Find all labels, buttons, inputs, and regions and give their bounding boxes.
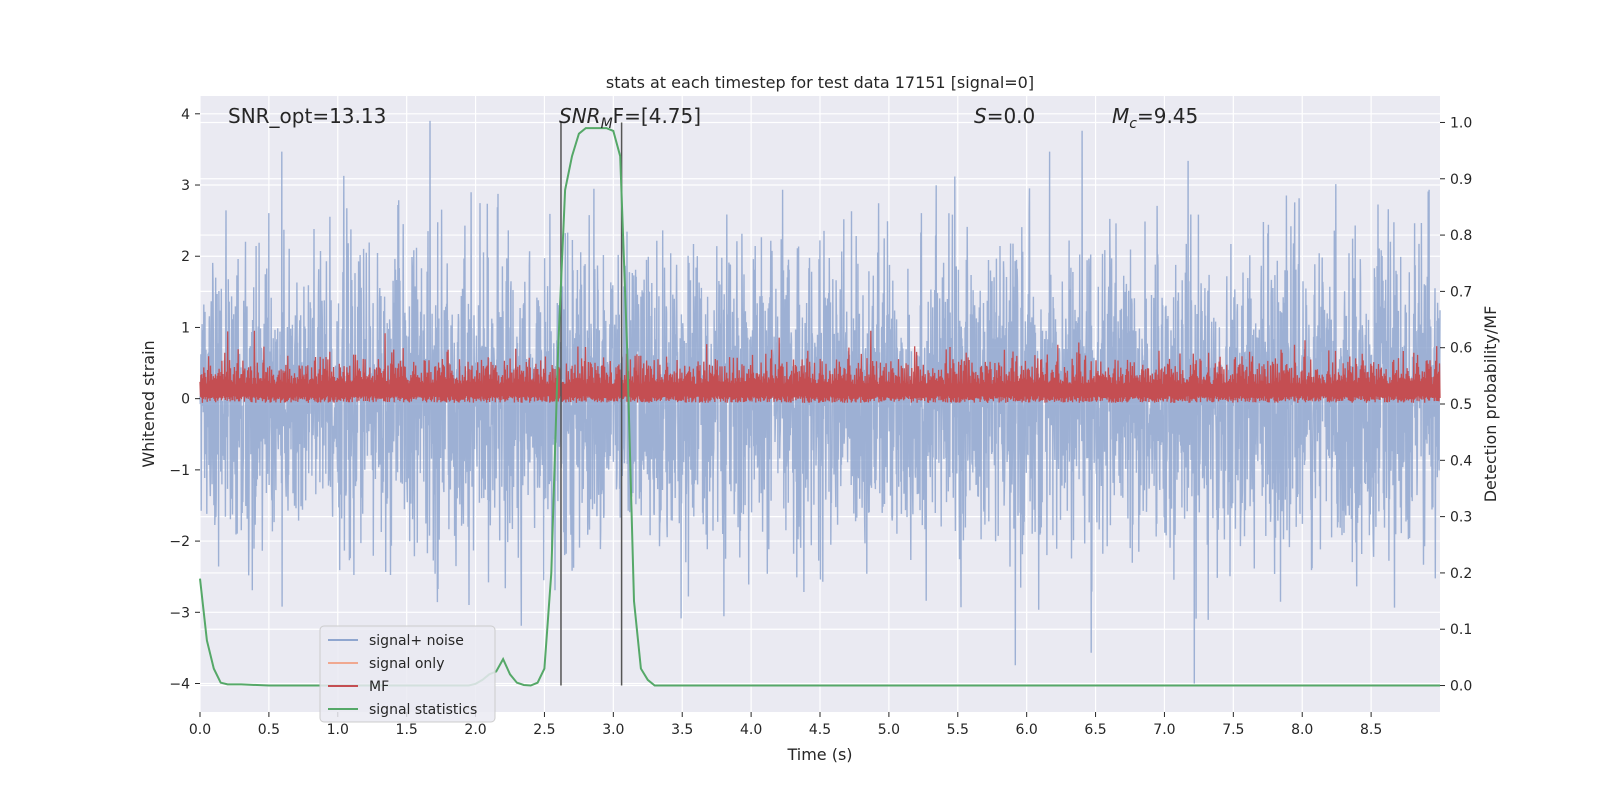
legend-label-signal-only: signal only	[369, 656, 444, 672]
legend-box	[319, 625, 496, 723]
x-tick-label: 7.5	[1222, 722, 1244, 738]
legend: signal+ noise signal only MF signal stat…	[319, 625, 496, 723]
y-tick-label: 2	[181, 249, 190, 265]
y-right-tick-label: 0.7	[1450, 284, 1472, 300]
y-right-tick-label: 0.0	[1450, 679, 1472, 695]
y-right-tick-label: 0.9	[1450, 172, 1472, 188]
x-tick-label: 6.5	[1084, 722, 1106, 738]
y-tick-label: 3	[181, 178, 190, 194]
x-tick-label: 7.0	[1153, 722, 1175, 738]
x-axis-label: Time (s)	[786, 745, 852, 764]
annotation-snr-mf: SNRMF=[4.75]	[559, 104, 701, 132]
x-tick-label: 8.0	[1291, 722, 1313, 738]
series-line-signal-statistics	[199, 127, 1440, 687]
y-right-tick-label: 0.6	[1450, 341, 1472, 357]
x-tick-label: 1.5	[396, 722, 418, 738]
legend-label-signal-statistics: signal statistics	[369, 702, 477, 718]
x-tick-labels: 0.0 0.5 1.0 1.5 2.0 2.5 3.0 3.5 4.0 4.5 5.0 5.5 6.0 6…	[189, 712, 1382, 738]
x-tick-label: 5.0	[878, 722, 900, 738]
x-tick-label: 2.0	[464, 722, 486, 738]
series-mf	[199, 330, 1441, 403]
y-tick-label: 1	[181, 320, 190, 336]
series-line-mf	[199, 330, 1441, 403]
x-tick-label: 4.0	[740, 722, 762, 738]
y-tick-label: −3	[169, 605, 190, 621]
y-tick-label: −1	[169, 463, 190, 479]
x-tick-label: 3.0	[602, 722, 624, 738]
annotation-s: S=0.0	[974, 104, 1035, 128]
y-tick-label: −2	[169, 534, 190, 550]
y-right-tick-label: 0.1	[1450, 622, 1472, 638]
y-tick-label: 4	[181, 107, 190, 123]
y-right-tick-label: 0.8	[1450, 228, 1472, 244]
x-tick-label: 2.5	[533, 722, 555, 738]
x-tick-label: 5.5	[947, 722, 969, 738]
y-right-axis-label: Detection probability/MF	[1481, 306, 1500, 503]
y-right-tick-label: 0.5	[1450, 397, 1472, 413]
y-tick-label: 0	[181, 392, 190, 408]
y-axis-label: Whitened strain	[139, 340, 158, 467]
annotation-snr-opt: SNR_opt=13.13	[228, 104, 386, 128]
chart-title: stats at each timestep for test data 171…	[606, 73, 1034, 92]
x-tick-label: 0.5	[258, 722, 280, 738]
x-tick-label: 1.0	[327, 722, 349, 738]
x-tick-label: 4.5	[809, 722, 831, 738]
y-right-tick-label: 0.2	[1450, 566, 1472, 582]
legend-label-mf: MF	[369, 679, 389, 695]
annotation-mc: Mc=9.45	[1112, 104, 1198, 132]
x-tick-label: 6.0	[1016, 722, 1038, 738]
y-right-tick-label: 0.3	[1450, 510, 1472, 526]
y-right-tick-label: 0.4	[1450, 453, 1472, 469]
x-tick-label: 8.5	[1360, 722, 1382, 738]
y-tick-label: −4	[169, 677, 190, 693]
y-right-tick-labels: 0.0 0.1 0.2 0.3 0.4 0.5 0.6 0.7 0.8 0.9 1.0	[1440, 115, 1472, 695]
x-tick-label: 0.0	[189, 722, 211, 738]
y-tick-labels: −4 −3 −2 −1 0 1 2 3 4	[169, 107, 200, 693]
y-right-tick-label: 1.0	[1450, 115, 1472, 131]
legend-label-signal-noise: signal+ noise	[369, 633, 464, 649]
x-tick-label: 3.5	[671, 722, 693, 738]
series-signal-statistics	[199, 127, 1440, 687]
